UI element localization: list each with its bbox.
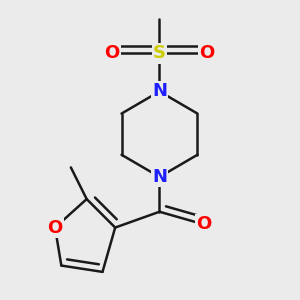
Text: O: O xyxy=(196,215,212,233)
Text: N: N xyxy=(152,168,167,186)
Text: S: S xyxy=(153,44,166,62)
Text: O: O xyxy=(104,44,120,62)
Text: O: O xyxy=(200,44,214,62)
Text: N: N xyxy=(152,82,167,100)
Text: O: O xyxy=(47,219,63,237)
